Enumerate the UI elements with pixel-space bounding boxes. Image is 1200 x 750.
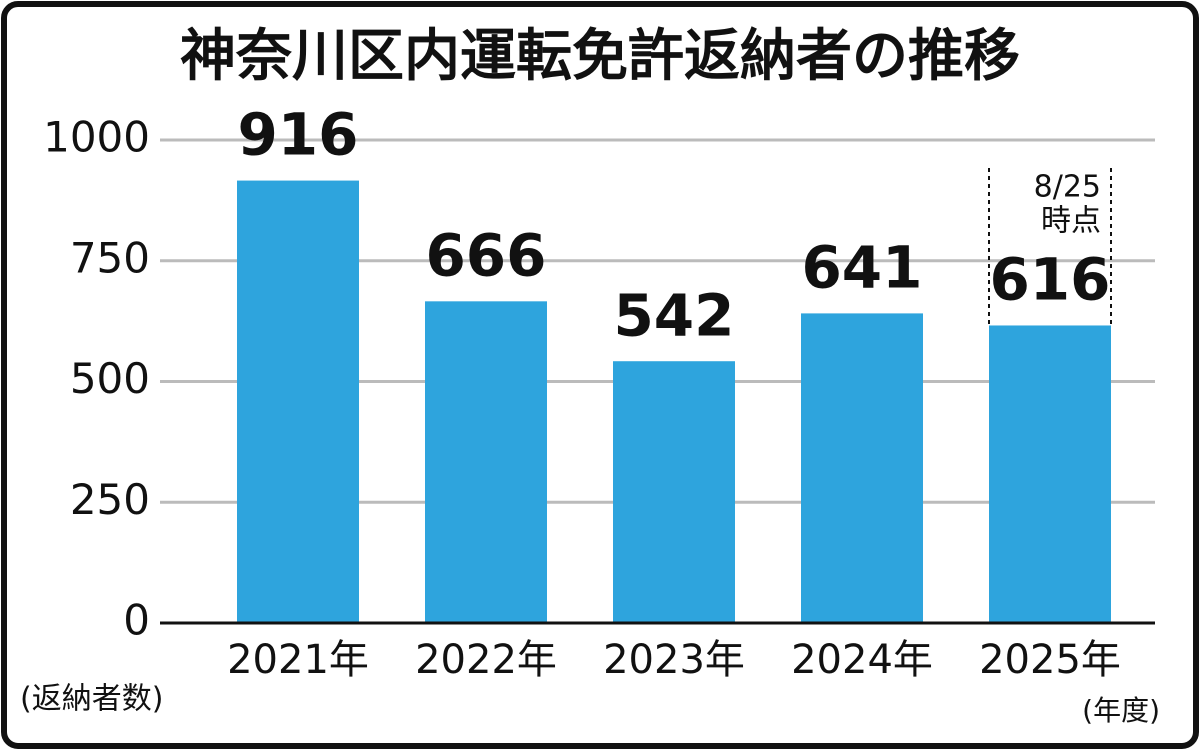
bar: [801, 313, 923, 623]
value-label: 666: [425, 221, 546, 289]
bar: [989, 325, 1111, 623]
value-label: 542: [613, 281, 734, 349]
value-label: 916: [237, 101, 358, 169]
y-tick-label: 0: [123, 596, 150, 645]
y-tick-label: 500: [70, 354, 150, 403]
annotation: 時点: [1041, 204, 1101, 239]
y-axis-label: (返納者数): [20, 682, 163, 717]
value-label: 616: [989, 246, 1110, 314]
x-tick-label: 2022年: [415, 637, 557, 683]
chart-title: 神奈川区内運転免許返納者の推移: [180, 24, 1020, 89]
bar: [613, 361, 735, 623]
value-label: 641: [801, 234, 922, 302]
y-tick-label: 1000: [43, 113, 150, 162]
bar: [425, 301, 547, 623]
x-tick-label: 2023年: [603, 637, 745, 683]
x-tick-label: 2024年: [791, 637, 933, 683]
x-tick-label: 2021年: [227, 637, 369, 683]
y-tick-label: 750: [70, 233, 150, 282]
x-tick-label: 2025年: [979, 637, 1121, 683]
annotation: 8/25: [1034, 170, 1101, 205]
y-tick-label: 250: [70, 475, 150, 524]
bar: [237, 180, 359, 623]
x-axis-label: (年度): [1082, 694, 1160, 727]
